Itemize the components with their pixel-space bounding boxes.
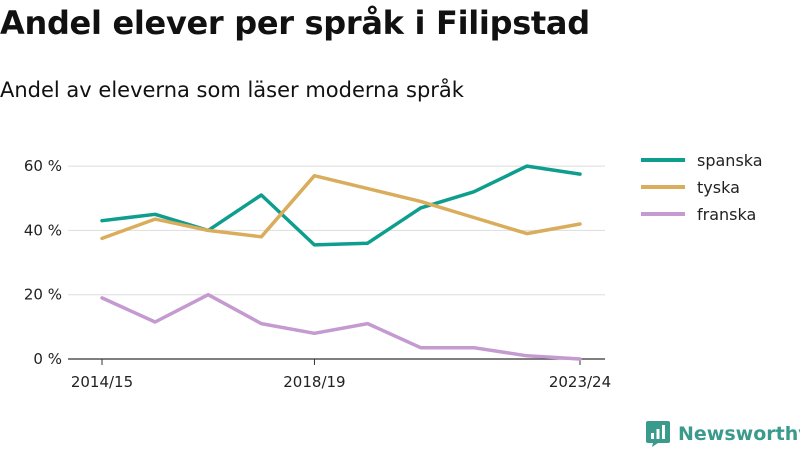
x-tick-label: 2023/24: [549, 373, 611, 391]
y-tick-label: 0 %: [33, 350, 62, 368]
brand-logo: Newsworthy: [645, 420, 800, 448]
series-lines: [100, 164, 582, 361]
brand-name: Newsworthy: [678, 423, 800, 445]
chart-subtitle: Andel av eleverna som läser moderna språ…: [0, 78, 464, 102]
legend-label-franska: franska: [697, 205, 756, 224]
x-tick-label: 2018/19: [283, 373, 345, 391]
series-line-tyska: [100, 173, 582, 241]
y-tick-label: 20 %: [24, 286, 62, 304]
legend-label-spanska: spanska: [697, 151, 763, 170]
x-axis: 2014/15 2018/19 2023/24: [71, 359, 611, 391]
y-tick-label: 60 %: [24, 157, 62, 175]
legend: spanska tyska franska: [641, 151, 763, 224]
newsworthy-logo-icon: [646, 421, 670, 447]
chart-title: Andel elever per språk i Filipstad: [0, 4, 590, 42]
series-line-spanska: [100, 164, 582, 247]
y-tick-label: 40 %: [24, 221, 62, 239]
series-line-franska: [100, 292, 582, 361]
x-tick-label: 2014/15: [71, 373, 133, 391]
legend-label-tyska: tyska: [697, 178, 740, 197]
gridlines: 0 % 20 % 40 % 60 %: [24, 157, 605, 368]
